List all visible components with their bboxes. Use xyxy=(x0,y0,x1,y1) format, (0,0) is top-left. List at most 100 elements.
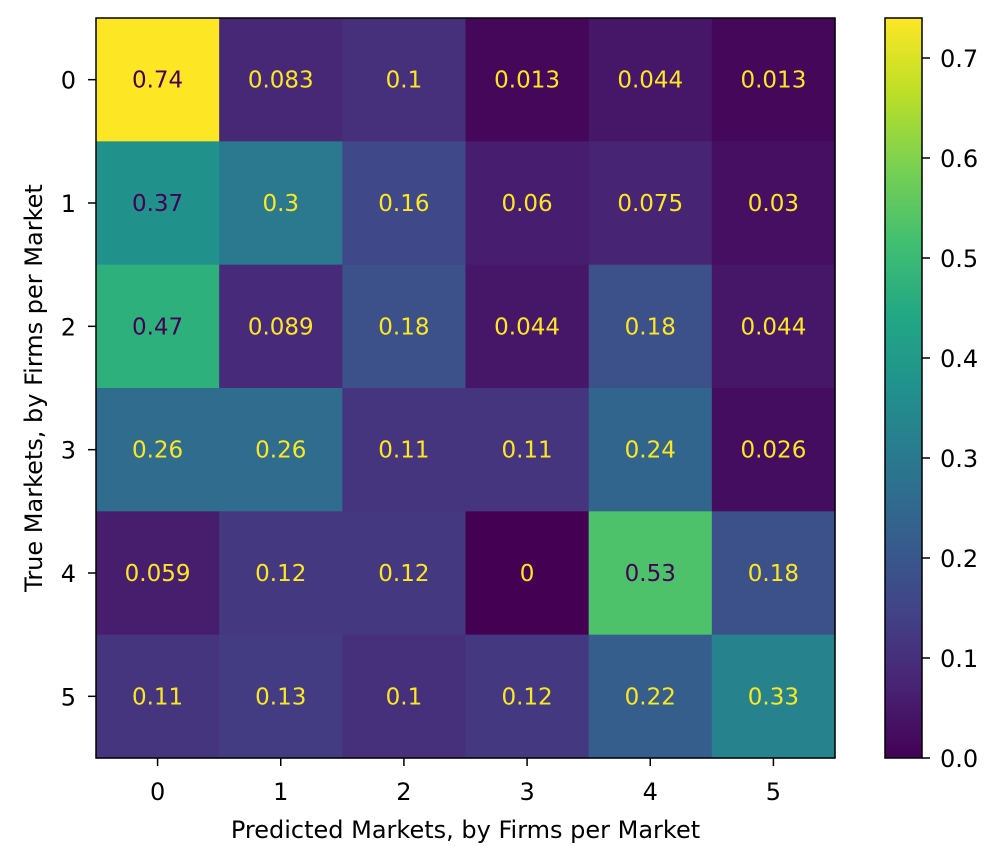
heatmap-cell xyxy=(342,634,467,759)
colorbar-tick-label: 0.5 xyxy=(940,245,978,273)
colorbar-ticks: 0.0 0.1 0.2 0.3 0.4 0.5 0.6 0.7 xyxy=(922,45,978,773)
x-tick-label: 5 xyxy=(766,778,781,806)
heatmap-cell xyxy=(711,141,836,266)
x-tick-label: 4 xyxy=(643,778,658,806)
heatmap-cell xyxy=(96,634,220,759)
heatmap-cell xyxy=(465,18,590,142)
heatmap-cell xyxy=(711,388,836,512)
heatmap-cell-label: 0.26 xyxy=(132,438,183,464)
heatmap-cell xyxy=(219,388,343,512)
heatmap-cell xyxy=(96,511,220,636)
heatmap-cell xyxy=(96,141,220,266)
heatmap-cell-label: 0.013 xyxy=(740,68,806,94)
heatmap-cell xyxy=(342,18,467,142)
heatmap-cell-label: 0.075 xyxy=(617,191,683,217)
heatmap-cell xyxy=(588,18,713,142)
heatmap-cell-label: 0.089 xyxy=(248,314,314,340)
heatmap-cells xyxy=(96,18,836,759)
x-tick-label: 3 xyxy=(519,778,534,806)
heatmap-cell-label: 0.37 xyxy=(132,191,183,217)
plot-frame xyxy=(95,17,836,759)
heatmap-cell-label: 0.12 xyxy=(501,684,552,710)
x-axis-ticks: 0 1 2 3 4 5 xyxy=(150,758,781,806)
heatmap-cell xyxy=(465,511,590,636)
heatmap-cell-label: 0.059 xyxy=(125,561,191,587)
heatmap-cell-label: 0.11 xyxy=(501,438,552,464)
heatmap-cell-label: 0.044 xyxy=(617,68,683,94)
heatmap-cell-label: 0.026 xyxy=(740,438,806,464)
heatmap-cell xyxy=(96,18,220,142)
x-tick-label: 1 xyxy=(273,778,288,806)
heatmap-cell-label: 0.03 xyxy=(748,191,799,217)
heatmap-cell-label: 0.11 xyxy=(132,684,183,710)
heatmap-cell-label: 0.3 xyxy=(262,191,299,217)
heatmap-cell-label: 0.47 xyxy=(132,314,183,340)
heatmap-cell xyxy=(711,511,836,636)
heatmap-cell-labels: 0.74 0.083 0.1 0.013 0.044 0.013 0.37 0.3 0.16 0.… xyxy=(125,68,807,711)
heatmap-cell xyxy=(96,264,220,389)
y-tick-label: 3 xyxy=(61,437,76,465)
heatmap-cell xyxy=(342,141,467,266)
heatmap-cell-label: 0.06 xyxy=(501,191,552,217)
heatmap-cell-label: 0.044 xyxy=(740,314,806,340)
x-axis-label: Predicted Markets, by Firms per Market xyxy=(231,816,700,844)
y-tick-label: 1 xyxy=(61,190,76,218)
heatmap-cell xyxy=(342,388,467,512)
heatmap-cell-label: 0.74 xyxy=(132,68,183,94)
colorbar xyxy=(885,18,922,758)
heatmap-cell-label: 0.044 xyxy=(494,314,560,340)
y-axis-ticks: 0 1 2 3 4 5 xyxy=(61,67,96,711)
heatmap-cell xyxy=(342,264,467,389)
colorbar-tick-label: 0.1 xyxy=(940,645,978,673)
colorbar-tick-label: 0.4 xyxy=(940,345,978,373)
heatmap-cell xyxy=(219,141,343,266)
heatmap-cell xyxy=(588,634,713,759)
heatmap-cell-label: 0.26 xyxy=(255,438,306,464)
heatmap-cell xyxy=(465,141,590,266)
heatmap-cell xyxy=(465,264,590,389)
colorbar-tick-label: 0.0 xyxy=(940,745,978,773)
heatmap-cell-label: 0.18 xyxy=(748,561,799,587)
heatmap-cell xyxy=(96,388,220,512)
colorbar-tick-label: 0.2 xyxy=(940,545,978,573)
heatmap-cell-label: 0.22 xyxy=(625,684,676,710)
heatmap-cell-label: 0.1 xyxy=(386,684,423,710)
heatmap-cell xyxy=(711,634,836,759)
colorbar-tick-label: 0.6 xyxy=(940,145,978,173)
heatmap-cell xyxy=(219,18,343,142)
heatmap-cell xyxy=(219,634,343,759)
y-tick-label: 4 xyxy=(61,560,76,588)
heatmap-cell-label: 0 xyxy=(520,561,535,587)
heatmap-cell-label: 0.18 xyxy=(625,314,676,340)
x-tick-label: 2 xyxy=(396,778,411,806)
heatmap-cell-label: 0.53 xyxy=(625,561,676,587)
y-tick-label: 2 xyxy=(61,313,76,341)
heatmap-cell-label: 0.12 xyxy=(378,561,429,587)
heatmap-cell-label: 0.24 xyxy=(625,438,676,464)
heatmap-cell xyxy=(711,18,836,142)
y-axis-label: True Markets, by Firms per Market xyxy=(20,184,48,593)
heatmap-cell xyxy=(219,264,343,389)
x-tick-label: 0 xyxy=(150,778,165,806)
heatmap-cell xyxy=(588,141,713,266)
heatmap-cell-label: 0.11 xyxy=(378,438,429,464)
colorbar-tick-label: 0.7 xyxy=(940,45,978,73)
heatmap-cell xyxy=(465,634,590,759)
heatmap-cell xyxy=(465,388,590,512)
heatmap-cell xyxy=(342,511,467,636)
heatmap-cell-label: 0.13 xyxy=(255,684,306,710)
heatmap-cell-label: 0.12 xyxy=(255,561,306,587)
heatmap-cell-label: 0.013 xyxy=(494,68,560,94)
colorbar-tick-label: 0.3 xyxy=(940,445,978,473)
heatmap-cell-label: 0.18 xyxy=(378,314,429,340)
heatmap-cell-label: 0.1 xyxy=(386,68,423,94)
heatmap-cell xyxy=(588,264,713,389)
heatmap-cell xyxy=(588,388,713,512)
y-tick-label: 5 xyxy=(61,683,76,711)
heatmap-cell-label: 0.33 xyxy=(748,684,799,710)
colorbar-frame xyxy=(884,17,923,759)
heatmap-cell-label: 0.16 xyxy=(378,191,429,217)
heatmap-cell xyxy=(219,511,343,636)
y-tick-label: 0 xyxy=(61,67,76,95)
